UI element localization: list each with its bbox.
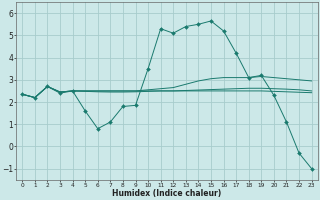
X-axis label: Humidex (Indice chaleur): Humidex (Indice chaleur) [112, 189, 221, 198]
